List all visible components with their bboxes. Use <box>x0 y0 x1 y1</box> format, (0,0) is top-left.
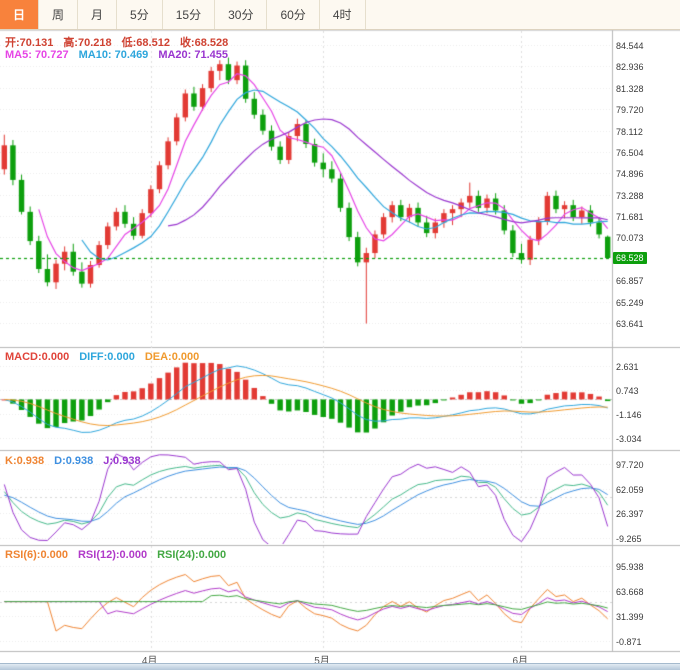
header-item: 低:68.512 <box>121 37 170 49</box>
time-axis: 4月 5月 6月 <box>0 652 612 667</box>
header-item: MA20: 71.455 <box>158 49 229 61</box>
tab-15分[interactable]: 15分 <box>163 0 216 29</box>
tab-日[interactable]: 日 <box>0 0 40 29</box>
tab-月[interactable]: 月 <box>78 0 118 29</box>
rsi-header: RSI(6):0.000 RSI(12):0.000 RSI(24):0.000 <box>5 549 236 561</box>
kdj-header: K:0.938 D:0.938 J:0.938 <box>5 455 151 467</box>
header-item: J:0.938 <box>103 455 141 467</box>
current-price-badge: 68.528 <box>613 252 647 264</box>
header-item: DIFF:0.000 <box>79 351 135 363</box>
header-item: K:0.938 <box>5 455 45 467</box>
tab-60分[interactable]: 60分 <box>267 0 320 29</box>
macd-header: MACD:0.000 DIFF:0.000 DEA:0.000 <box>5 351 209 363</box>
period-tab-bar: 日周月 5分 15分 30分 60分 4时 <box>0 0 680 30</box>
tab-30分[interactable]: 30分 <box>215 0 268 29</box>
tab-5分[interactable]: 5分 <box>117 0 163 29</box>
header-item: MACD:0.000 <box>5 351 70 363</box>
ohlc-header: 开:70.131 高:70.218 低:68.512 收:68.528 <box>5 34 238 50</box>
x-axis-label: 4月 <box>141 656 158 667</box>
header-item: RSI(6):0.000 <box>5 549 68 561</box>
header-item: MA5: 70.727 <box>5 49 69 61</box>
header-item: RSI(24):0.000 <box>157 549 227 561</box>
header-item: RSI(12):0.000 <box>77 549 148 561</box>
header-item: 高:70.218 <box>63 37 112 49</box>
bottom-scrollbar[interactable] <box>0 663 680 670</box>
header-item: DEA:0.000 <box>144 351 200 363</box>
header-item: MA10: 70.469 <box>78 49 149 61</box>
tab-4时[interactable]: 4时 <box>320 0 366 29</box>
x-axis-label: 6月 <box>512 656 529 667</box>
x-axis-label: 5月 <box>314 656 330 667</box>
ma-header: MA5: 70.727 MA10: 70.469 MA20: 71.455 <box>5 49 238 61</box>
header-item: 收:68.528 <box>179 37 229 49</box>
header-item: D:0.938 <box>54 455 94 467</box>
tab-周[interactable]: 周 <box>39 0 79 29</box>
header-item: 开:70.131 <box>5 37 54 49</box>
